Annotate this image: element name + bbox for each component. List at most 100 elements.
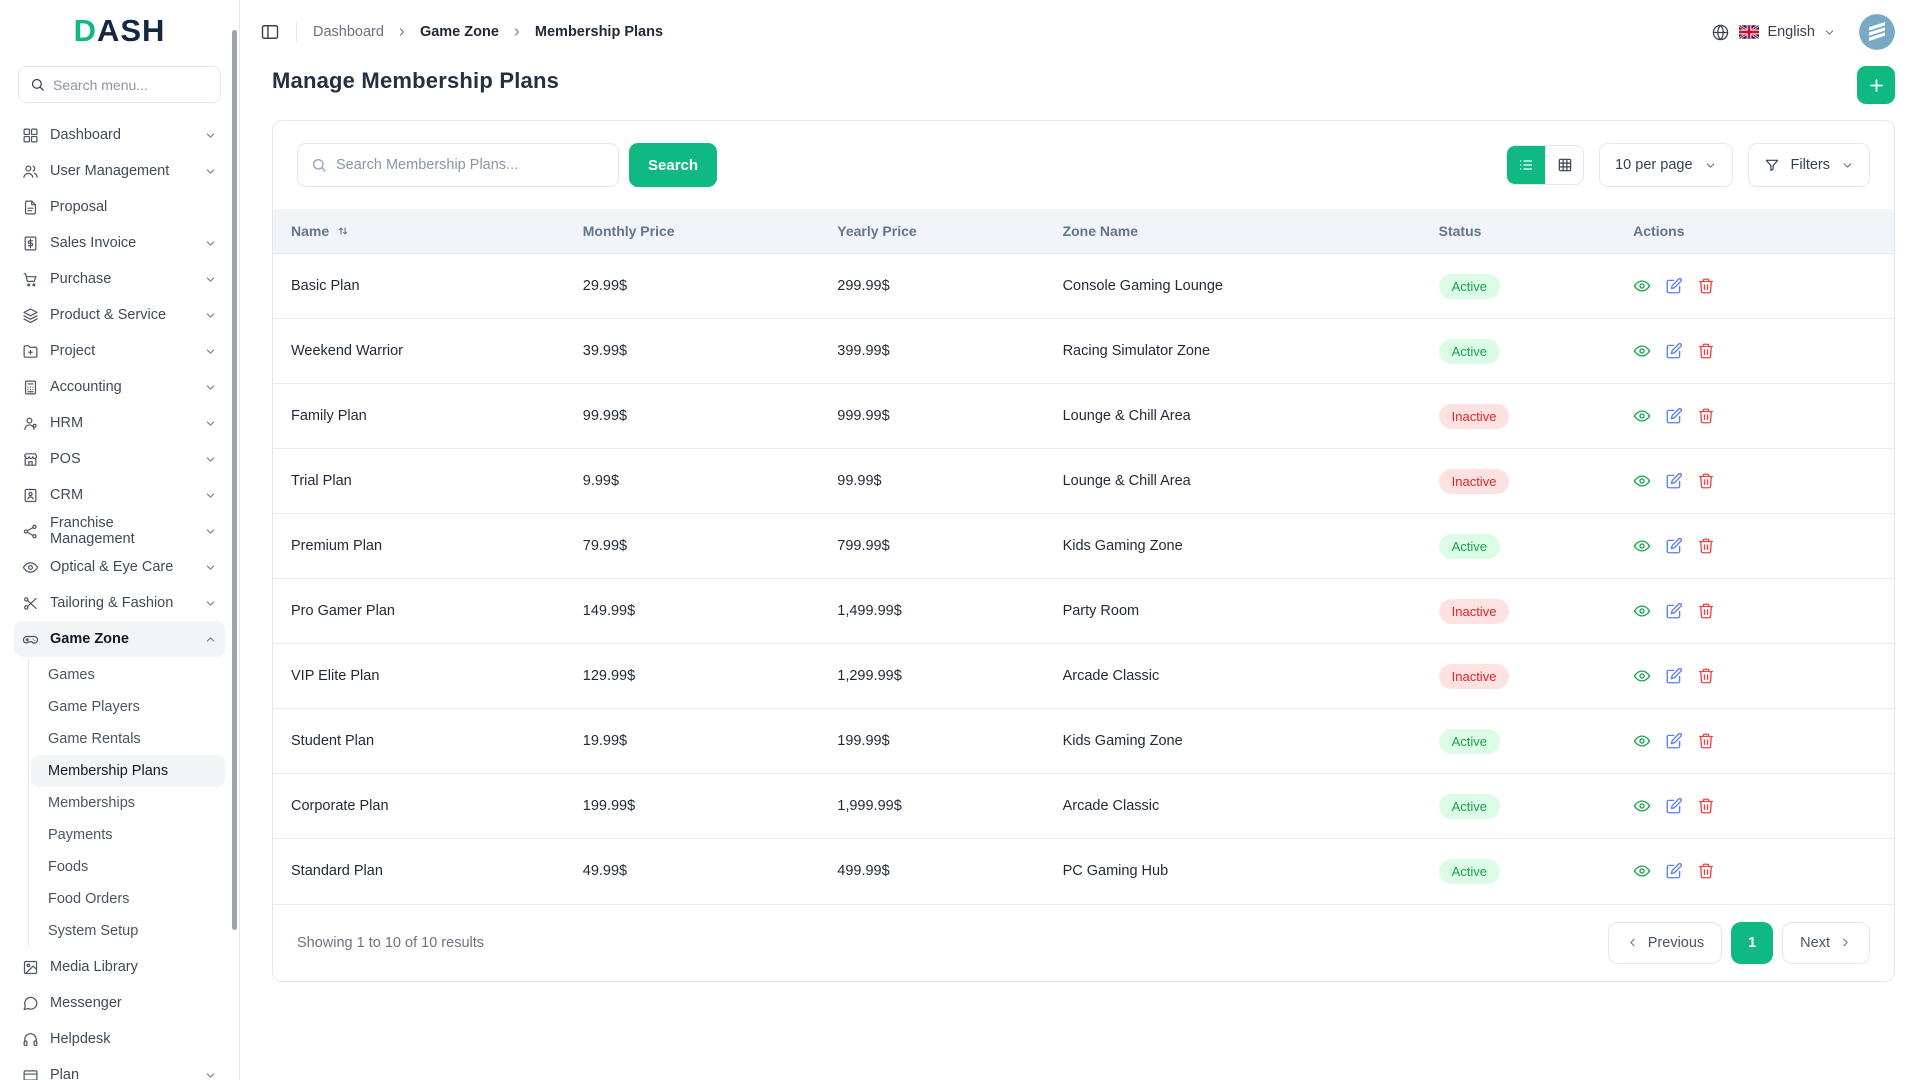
sidebar-item-foods[interactable]: Foods	[48, 859, 89, 875]
sidebar-item-hrm[interactable]: HRM	[14, 405, 225, 441]
filters-button[interactable]: Filters	[1747, 143, 1870, 187]
cell-name: Premium Plan	[273, 513, 565, 579]
per-page-select[interactable]: 10 per page	[1599, 143, 1733, 187]
sidebar-item-game-zone[interactable]: Game Zone	[14, 621, 225, 657]
view-button[interactable]	[1633, 537, 1651, 555]
delete-button[interactable]	[1697, 342, 1715, 360]
view-button[interactable]	[1633, 732, 1651, 750]
edit-button[interactable]	[1665, 667, 1683, 685]
grid-view-button[interactable]	[1545, 146, 1584, 184]
eye-icon	[1633, 865, 1651, 877]
edit-icon	[1666, 797, 1683, 814]
sidebar-item-payments[interactable]: Payments	[48, 827, 113, 843]
sidebar-item-purchase[interactable]: Purchase	[14, 261, 225, 297]
sort-icon[interactable]	[336, 224, 350, 238]
sidebar-item-label: POS	[50, 451, 81, 467]
sidebar-scrollbar[interactable]	[232, 30, 237, 930]
row-actions	[1633, 732, 1876, 750]
table-row: Weekend Warrior 39.99$ 399.99$ Racing Si…	[273, 318, 1894, 384]
delete-button[interactable]	[1697, 667, 1715, 685]
edit-button[interactable]	[1665, 602, 1683, 620]
cell-yearly-price: 999.99$	[819, 383, 1045, 449]
sidebar-item-plan[interactable]: Plan	[14, 1057, 225, 1080]
sidebar-item-crm[interactable]: CRM	[14, 477, 225, 513]
sidebar-item-project[interactable]: Project	[14, 333, 225, 369]
sidebar-item-membership-plans[interactable]: Membership Plans	[31, 755, 225, 787]
column-header-status[interactable]: Status	[1420, 209, 1616, 254]
sidebar-item-messenger[interactable]: Messenger	[14, 985, 225, 1021]
sidebar-item-game-players[interactable]: Game Players	[48, 699, 140, 715]
edit-button[interactable]	[1665, 862, 1683, 880]
delete-button[interactable]	[1697, 797, 1715, 815]
sidebar-item-game-rentals[interactable]: Game Rentals	[48, 731, 141, 747]
view-button[interactable]	[1633, 407, 1651, 425]
sidebar-item-system-setup[interactable]: System Setup	[48, 923, 139, 939]
delete-button[interactable]	[1697, 472, 1715, 490]
edit-icon	[1666, 667, 1683, 684]
column-header-monthly-price[interactable]: Monthly Price	[564, 209, 820, 254]
delete-button[interactable]	[1697, 407, 1715, 425]
edit-button[interactable]	[1665, 537, 1683, 555]
sidebar-item-food-orders[interactable]: Food Orders	[48, 891, 130, 907]
sidebar-item-accounting[interactable]: Accounting	[14, 369, 225, 405]
view-button[interactable]	[1633, 277, 1651, 295]
cell-monthly-price: 49.99$	[564, 838, 820, 904]
menu-search-input[interactable]	[53, 76, 209, 93]
delete-button[interactable]	[1697, 602, 1715, 620]
view-button[interactable]	[1633, 472, 1651, 490]
edit-button[interactable]	[1665, 732, 1683, 750]
sidebar-item-memberships[interactable]: Memberships	[48, 795, 136, 811]
sidebar-item-franchise-management[interactable]: Franchise Management	[14, 513, 225, 549]
sidebar-item-media-library[interactable]: Media Library	[14, 949, 225, 985]
page-1-button[interactable]: 1	[1731, 921, 1774, 964]
next-button[interactable]: Next	[1782, 921, 1870, 964]
sidebar-item-dashboard[interactable]: Dashboard	[14, 117, 225, 153]
search-button[interactable]: Search	[629, 143, 718, 187]
column-header-zone-name[interactable]: Zone Name	[1044, 209, 1421, 254]
person-icon	[22, 415, 39, 432]
view-button[interactable]	[1633, 342, 1651, 360]
delete-button[interactable]	[1697, 277, 1715, 295]
sidebar-item-label: Dashboard	[50, 127, 121, 143]
column-header-yearly-price[interactable]: Yearly Price	[819, 209, 1045, 254]
menu-search	[18, 66, 221, 103]
status-badge: Active	[1438, 858, 1501, 884]
edit-button[interactable]	[1665, 407, 1683, 425]
sidebar-toggle-button[interactable]	[260, 22, 280, 42]
edit-button[interactable]	[1665, 342, 1683, 360]
delete-button[interactable]	[1697, 862, 1715, 880]
sidebar-item-pos[interactable]: POS	[14, 441, 225, 477]
column-header-name[interactable]: Name	[273, 209, 565, 254]
globe-icon[interactable]	[1711, 23, 1730, 42]
breadcrumb-item[interactable]: Game Zone	[419, 24, 499, 40]
delete-button[interactable]	[1697, 537, 1715, 555]
edit-button[interactable]	[1665, 277, 1683, 295]
previous-button[interactable]: Previous	[1607, 921, 1723, 964]
delete-button[interactable]	[1697, 732, 1715, 750]
sidebar-item-sales-invoice[interactable]: Sales Invoice	[14, 225, 225, 261]
sidebar-item-product-service[interactable]: Product & Service	[14, 297, 225, 333]
plans-search-input[interactable]	[336, 157, 605, 173]
edit-button[interactable]	[1665, 797, 1683, 815]
add-plan-button[interactable]	[1857, 66, 1895, 104]
sidebar-item-proposal[interactable]: Proposal	[14, 189, 225, 225]
proposal-icon	[22, 199, 39, 216]
view-button[interactable]	[1633, 862, 1651, 880]
breadcrumb-item[interactable]: Dashboard	[313, 24, 384, 40]
edit-button[interactable]	[1665, 472, 1683, 490]
language-selector[interactable]: English	[1739, 24, 1836, 40]
view-button[interactable]	[1633, 667, 1651, 685]
sidebar-item-games[interactable]: Games	[48, 667, 95, 683]
sidebar-item-optical-eye-care[interactable]: Optical & Eye Care	[14, 549, 225, 585]
status-badge: Inactive	[1438, 403, 1510, 429]
sidebar-item-tailoring-fashion[interactable]: Tailoring & Fashion	[14, 585, 225, 621]
sidebar-item-label: Game Zone	[50, 631, 129, 647]
sidebar-item-user-management[interactable]: User Management	[14, 153, 225, 189]
view-button[interactable]	[1633, 602, 1651, 620]
user-avatar[interactable]	[1859, 14, 1895, 50]
view-button[interactable]	[1633, 797, 1651, 815]
brand-logo[interactable]: D ASH	[0, 0, 239, 62]
sidebar-item-label: CRM	[50, 487, 84, 503]
list-view-button[interactable]	[1507, 146, 1546, 184]
sidebar-item-helpdesk[interactable]: Helpdesk	[14, 1021, 225, 1057]
